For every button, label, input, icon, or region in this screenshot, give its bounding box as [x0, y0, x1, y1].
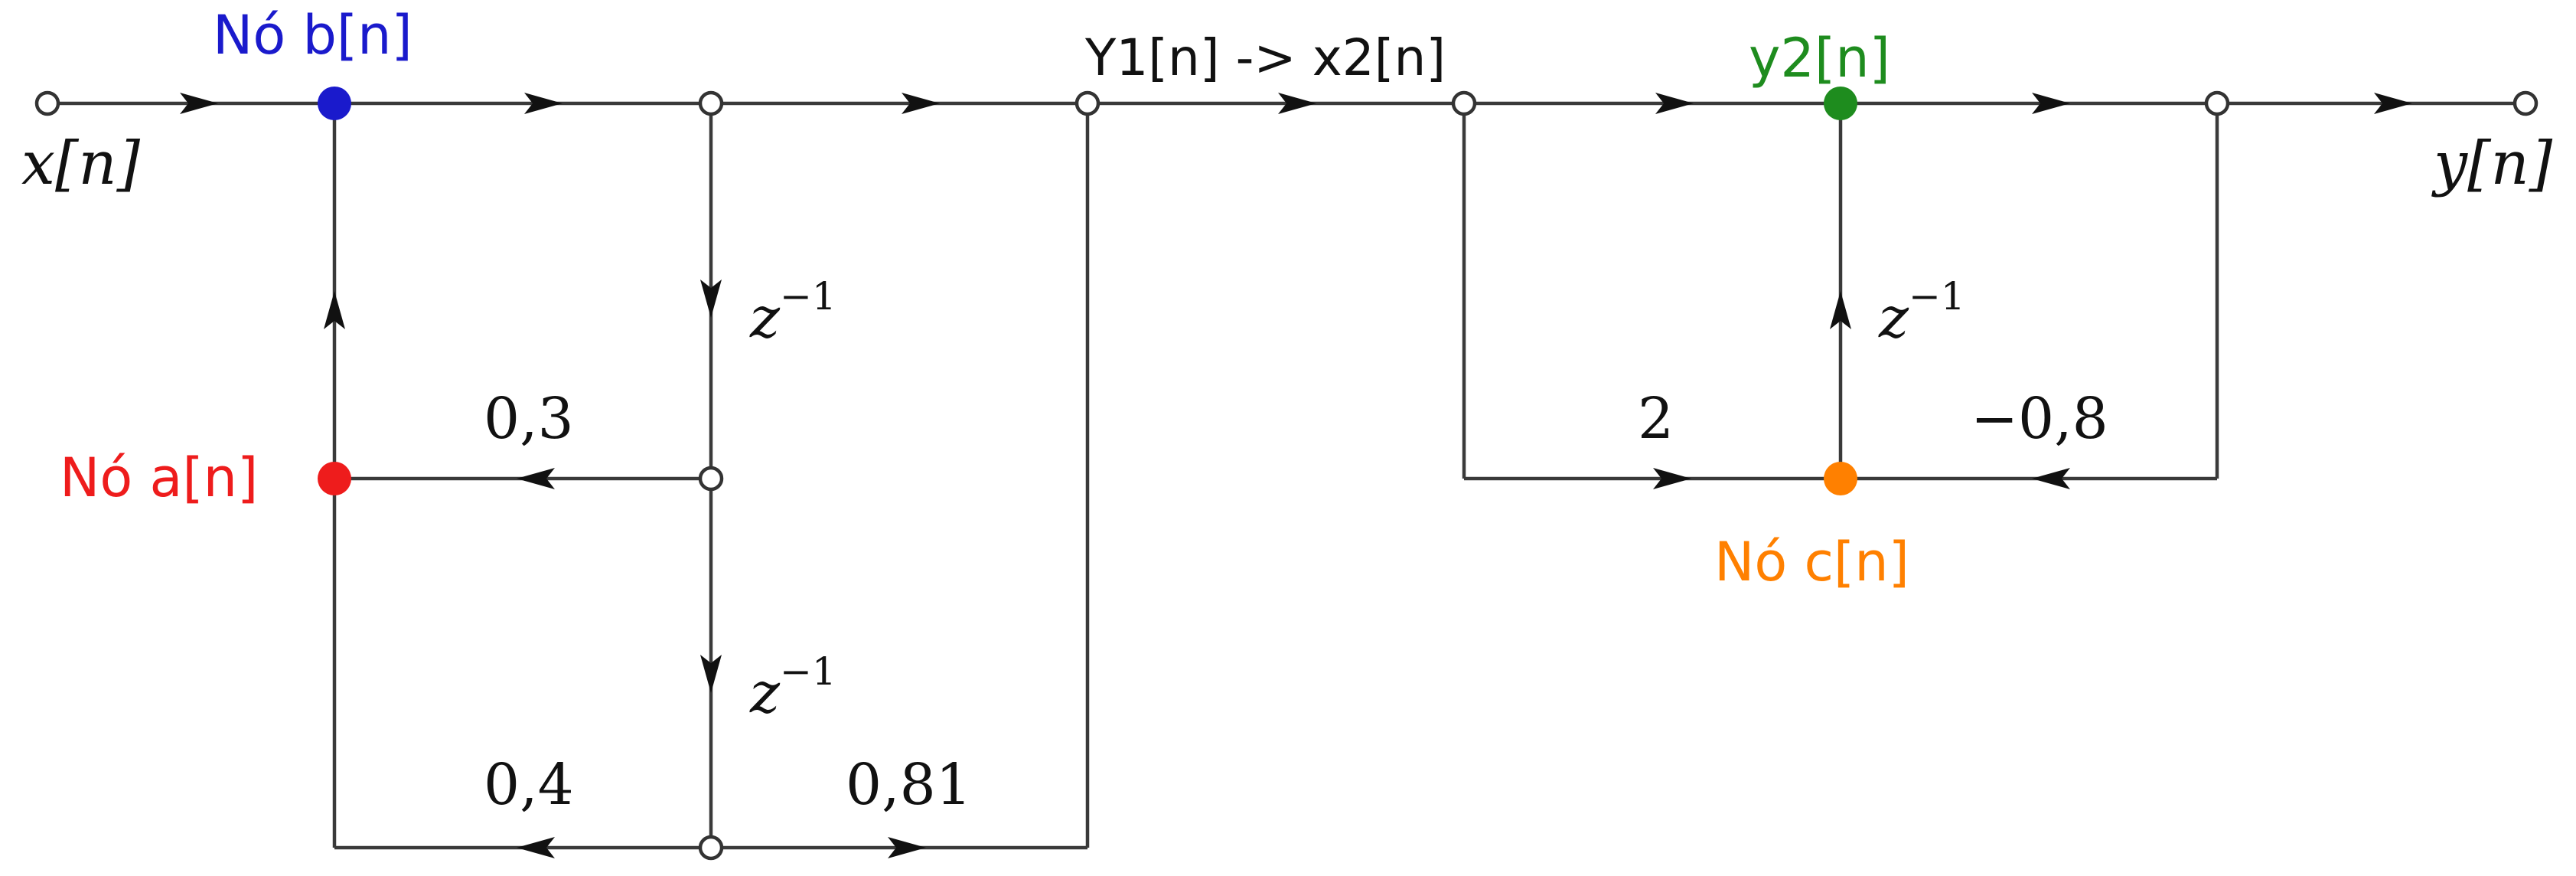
arrow-down-icon	[700, 655, 722, 693]
node-a-label: Nó a[n]	[60, 446, 258, 509]
gain-label-2: 2	[1638, 386, 1674, 452]
delay-label-3: z−1	[1878, 274, 1965, 351]
intermediate-label: Y1[n] -> x2[n]	[1084, 28, 1446, 87]
delay-exponent: −1	[1909, 274, 1965, 319]
nodes	[34, 87, 2539, 861]
node-c-label: Nó c[n]	[1714, 531, 1909, 593]
arrow-left-icon	[2032, 468, 2070, 489]
y2-label: y2[n]	[1749, 27, 1890, 90]
arrow-right-icon	[888, 837, 926, 858]
arrow-right-icon	[1278, 93, 1316, 114]
node-n2	[698, 90, 724, 116]
node-n6	[2204, 90, 2230, 116]
arrow-right-icon	[180, 93, 218, 114]
delay-label-2: z−1	[749, 649, 836, 726]
node-b-label: Nó b[n]	[213, 4, 412, 67]
gain-label-neg08: −0,8	[1971, 386, 2108, 452]
node-n3	[1074, 90, 1101, 116]
delay-z: z	[1878, 285, 1909, 351]
node-delay-bottom	[698, 835, 724, 861]
delay-exponent: −1	[780, 649, 836, 694]
arrow-right-icon	[2374, 93, 2412, 114]
gain-label-04: 0,4	[484, 752, 574, 818]
node-y2	[1824, 87, 1857, 120]
node-n4	[1451, 90, 1477, 116]
arrow-left-icon	[517, 837, 555, 858]
node-input	[34, 90, 60, 116]
arrow-right-icon	[1653, 468, 1691, 489]
arrow-right-icon	[524, 93, 562, 114]
arrow-down-icon	[700, 279, 722, 318]
arrow-right-icon	[1655, 93, 1694, 114]
delay-z: z	[749, 285, 781, 351]
output-signal-label: y[n]	[2431, 129, 2553, 198]
input-signal-label: x[n]	[21, 129, 141, 198]
node-a	[318, 462, 351, 495]
arrow-right-icon	[2032, 93, 2070, 114]
arrow-up-icon	[324, 291, 345, 329]
arrow-right-icon	[902, 93, 940, 114]
gain-label-081: 0,81	[846, 752, 972, 818]
node-output	[2512, 90, 2539, 116]
arrow-up-icon	[1830, 291, 1851, 329]
node-delay-mid	[698, 466, 724, 492]
delay-exponent: −1	[780, 274, 836, 319]
arrowheads	[180, 93, 2412, 858]
delay-label-1: z−1	[749, 274, 836, 351]
gain-label-03: 0,3	[484, 386, 574, 452]
arrow-left-icon	[517, 468, 555, 489]
delay-z: z	[749, 660, 781, 726]
node-c	[1824, 462, 1857, 495]
branches	[47, 101, 2525, 850]
node-b	[318, 87, 351, 120]
